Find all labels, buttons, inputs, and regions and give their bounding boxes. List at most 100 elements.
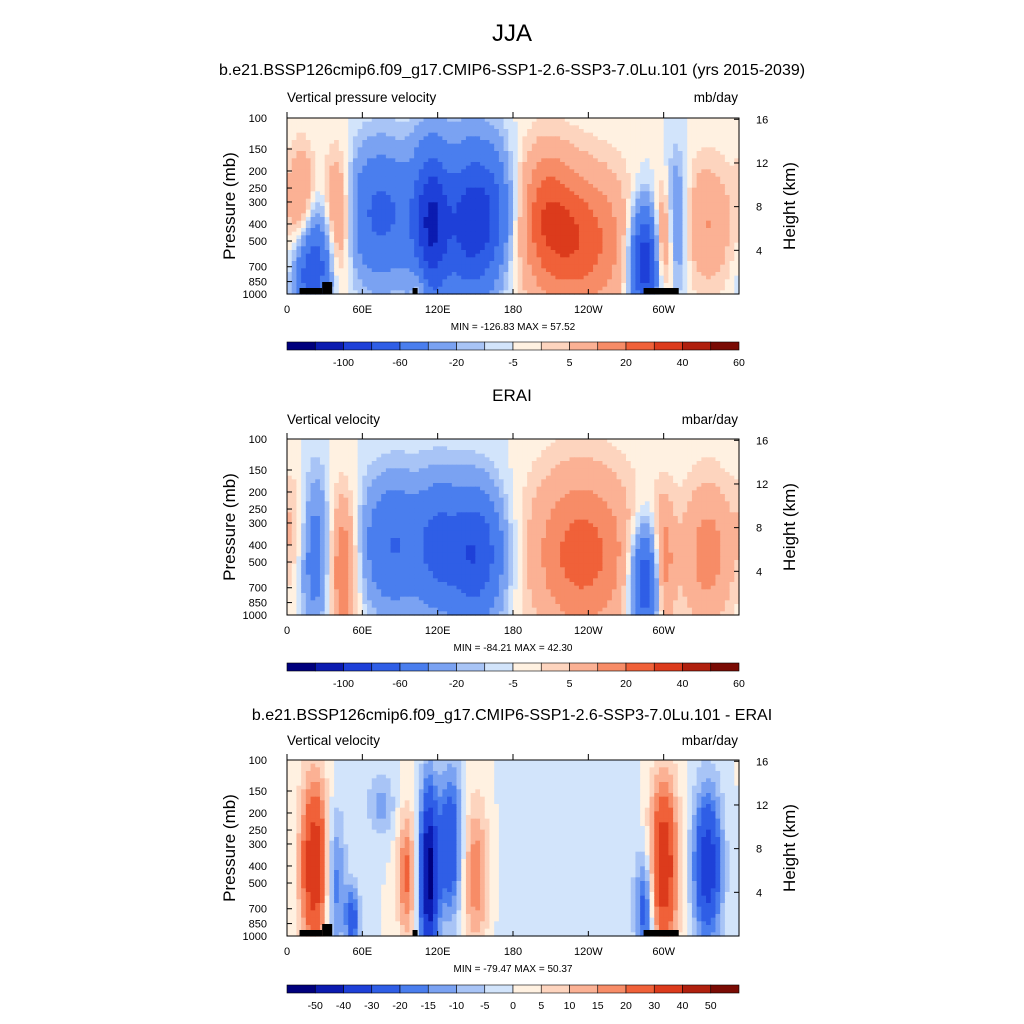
contour-cell <box>654 261 660 266</box>
contour-cell <box>663 198 669 203</box>
contour-cell <box>418 162 425 167</box>
contour-cell <box>611 228 618 233</box>
contour-cell <box>324 250 330 255</box>
contour-cell <box>287 217 293 222</box>
contour-cell <box>400 250 406 255</box>
contour-cell <box>395 121 401 126</box>
contour-cell <box>385 231 392 236</box>
contour-cell <box>381 290 387 295</box>
contour-cell <box>404 132 411 137</box>
contour-cell <box>338 162 345 167</box>
contour-cell <box>729 217 735 222</box>
contour-cell <box>414 206 420 211</box>
contour-cell <box>611 286 618 291</box>
contour-cell <box>475 184 481 189</box>
contour-cell <box>484 239 491 244</box>
contour-cell <box>287 261 293 266</box>
contour-cell <box>564 261 571 266</box>
contour-cell <box>494 136 500 141</box>
colorbar-box <box>682 341 712 351</box>
contour-cell <box>489 173 495 178</box>
contour-cell <box>489 187 495 192</box>
contour-cell <box>729 224 735 229</box>
contour-cell <box>715 121 721 126</box>
contour-cell <box>470 154 476 159</box>
contour-cell <box>418 165 425 170</box>
contour-cell <box>715 231 721 236</box>
contour-cell <box>301 132 307 137</box>
contour-cell <box>475 125 481 130</box>
contour-cell <box>296 290 302 295</box>
contour-cell <box>437 154 443 159</box>
contour-cell <box>287 446 293 451</box>
contour-cell <box>522 202 528 207</box>
contour-cell <box>724 286 731 291</box>
contour-cell <box>673 129 679 134</box>
main-title: JJA <box>491 20 532 47</box>
contour-cell <box>296 209 302 214</box>
contour-cell <box>555 191 561 196</box>
contour-cell <box>447 250 453 255</box>
contour-cell <box>734 242 740 247</box>
contour-cell <box>682 250 688 255</box>
contour-cell <box>607 279 613 284</box>
panel-2-variable-label: Vertical velocity <box>287 412 381 427</box>
contour-cell <box>329 439 335 444</box>
contour-cell <box>541 275 547 280</box>
contour-cell <box>574 268 580 273</box>
contour-cell <box>475 132 481 137</box>
contour-cell <box>734 246 740 251</box>
contour-cell <box>715 213 721 218</box>
contour-cell <box>296 250 302 255</box>
contour-cell <box>687 191 693 196</box>
contour-cell <box>607 187 613 192</box>
contour-cell <box>503 158 509 163</box>
contour-cell <box>560 151 566 156</box>
contour-cell <box>319 202 326 207</box>
contour-cell <box>451 290 458 295</box>
contour-cell <box>329 235 335 240</box>
contour-cell <box>578 279 585 284</box>
contour-cell <box>715 250 721 255</box>
contour-cell <box>658 283 665 288</box>
contour-cell <box>729 136 735 141</box>
contour-cell <box>691 121 698 126</box>
contour-cell <box>677 118 684 123</box>
contour-cell <box>362 283 368 288</box>
contour-cell <box>597 228 604 233</box>
contour-cell <box>644 118 651 123</box>
contour-cell <box>593 198 599 203</box>
contour-cell <box>696 275 702 280</box>
contour-cell <box>513 169 519 174</box>
contour-cell <box>428 220 434 225</box>
contour-cell <box>475 275 481 280</box>
contour-cell <box>343 173 349 178</box>
contour-cell <box>319 169 326 174</box>
contour-cell <box>545 235 552 240</box>
contour-cell <box>621 158 627 163</box>
contour-cell <box>390 213 396 218</box>
contour-cell <box>362 253 368 258</box>
contour-cell <box>390 257 396 262</box>
contour-cell <box>635 184 641 189</box>
contour-cell <box>418 446 425 451</box>
contour-cell <box>428 290 434 295</box>
contour-cell <box>696 224 702 229</box>
contour-cell <box>583 261 589 266</box>
contour-cell <box>720 176 726 181</box>
contour-cell <box>305 257 312 262</box>
contour-cell <box>400 279 406 284</box>
contour-cell <box>400 198 406 203</box>
contour-cell <box>729 118 735 123</box>
contour-cell <box>470 173 476 178</box>
contour-cell <box>654 140 660 145</box>
contour-cell <box>305 268 312 273</box>
contour-cell <box>461 224 467 229</box>
contour-cell <box>291 224 298 229</box>
contour-cell <box>654 169 660 174</box>
contour-cell <box>649 154 655 159</box>
contour-cell <box>296 140 302 145</box>
contour-cell <box>710 162 717 167</box>
contour-cell <box>381 268 387 273</box>
contour-cell <box>348 180 354 185</box>
